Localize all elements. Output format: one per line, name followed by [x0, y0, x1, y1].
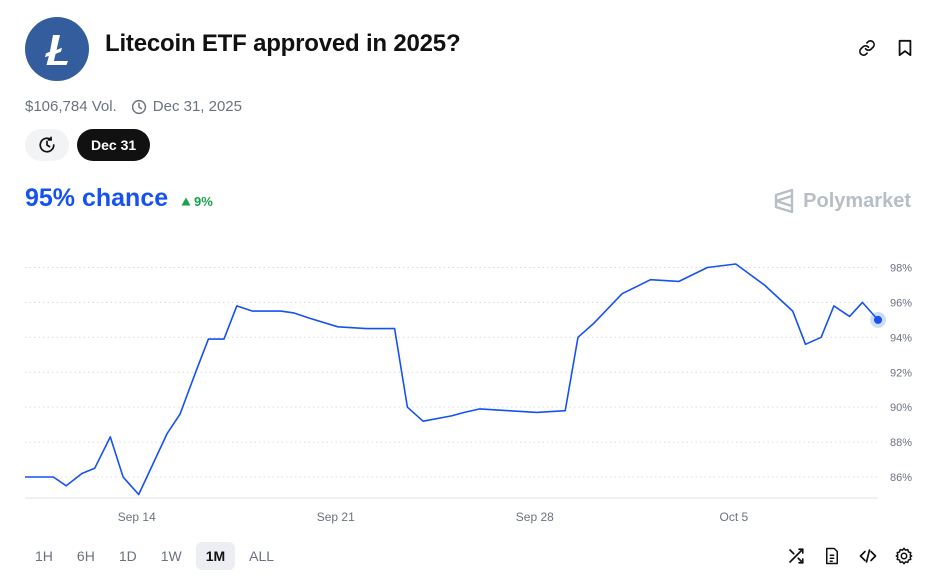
time-range-selector: 1H 6H 1D 1W 1M ALL: [25, 542, 284, 570]
chance-value: 95% chance: [25, 184, 169, 212]
date-pill-dec-31[interactable]: Dec 31: [77, 129, 151, 161]
series-line-0: [25, 263, 879, 496]
brand-name: Polymarket: [803, 189, 911, 212]
bookmark-icon: [898, 39, 912, 57]
last-point: [874, 315, 882, 324]
y-tick-label: 98%: [890, 262, 912, 274]
end-date-text: Dec 31, 2025: [152, 98, 242, 115]
range-1m[interactable]: 1M: [195, 542, 236, 570]
market-meta: $106,784 Vol. Dec 31, 2025: [25, 98, 242, 115]
y-tick-label: 96%: [890, 297, 912, 309]
range-all[interactable]: ALL: [249, 548, 275, 564]
change-value: 9%: [194, 194, 213, 209]
clock-icon: [131, 99, 146, 114]
brand-watermark: Polymarket: [773, 188, 911, 214]
page-title: Litecoin ETF approved in 2025?: [105, 30, 461, 57]
history-button[interactable]: [25, 129, 69, 161]
chart-tools: [786, 546, 913, 565]
code-icon: [859, 548, 876, 563]
change-indicator: 9%: [181, 194, 213, 209]
link-icon: [859, 40, 875, 56]
volume-text: $106,784 Vol.: [25, 98, 117, 115]
x-tick-label: Sep 21: [317, 510, 355, 524]
x-tick-label: Sep 14: [118, 510, 156, 524]
range-1d[interactable]: 1D: [118, 548, 137, 564]
embed-button[interactable]: [858, 546, 877, 565]
y-tick-label: 90%: [890, 402, 912, 414]
shuffle-icon: [788, 547, 804, 564]
document-button[interactable]: [822, 546, 841, 565]
polymarket-logo-icon: [774, 188, 794, 214]
link-button[interactable]: [857, 38, 877, 58]
gear-icon: [895, 547, 912, 564]
header-actions: [857, 38, 915, 58]
history-icon: [39, 136, 55, 153]
x-tick-label: Oct 5: [719, 510, 748, 524]
range-1h[interactable]: 1H: [35, 548, 53, 564]
litecoin-logo-icon: [45, 35, 68, 65]
date-selector: Dec 31: [25, 129, 151, 161]
y-tick-label: 94%: [890, 332, 912, 344]
market-logo: [25, 17, 89, 81]
y-tick-label: 88%: [890, 437, 912, 449]
x-tick-label: Sep 28: [516, 510, 554, 524]
settings-button[interactable]: [894, 546, 913, 565]
bookmark-button[interactable]: [895, 38, 915, 58]
shuffle-button[interactable]: [786, 546, 805, 565]
triangle-up-icon: [181, 197, 191, 206]
y-tick-label: 86%: [890, 472, 912, 484]
range-6h[interactable]: 6H: [76, 548, 95, 564]
range-1w[interactable]: 1W: [160, 548, 182, 564]
document-icon: [825, 547, 838, 564]
y-tick-label: 92%: [890, 367, 912, 379]
